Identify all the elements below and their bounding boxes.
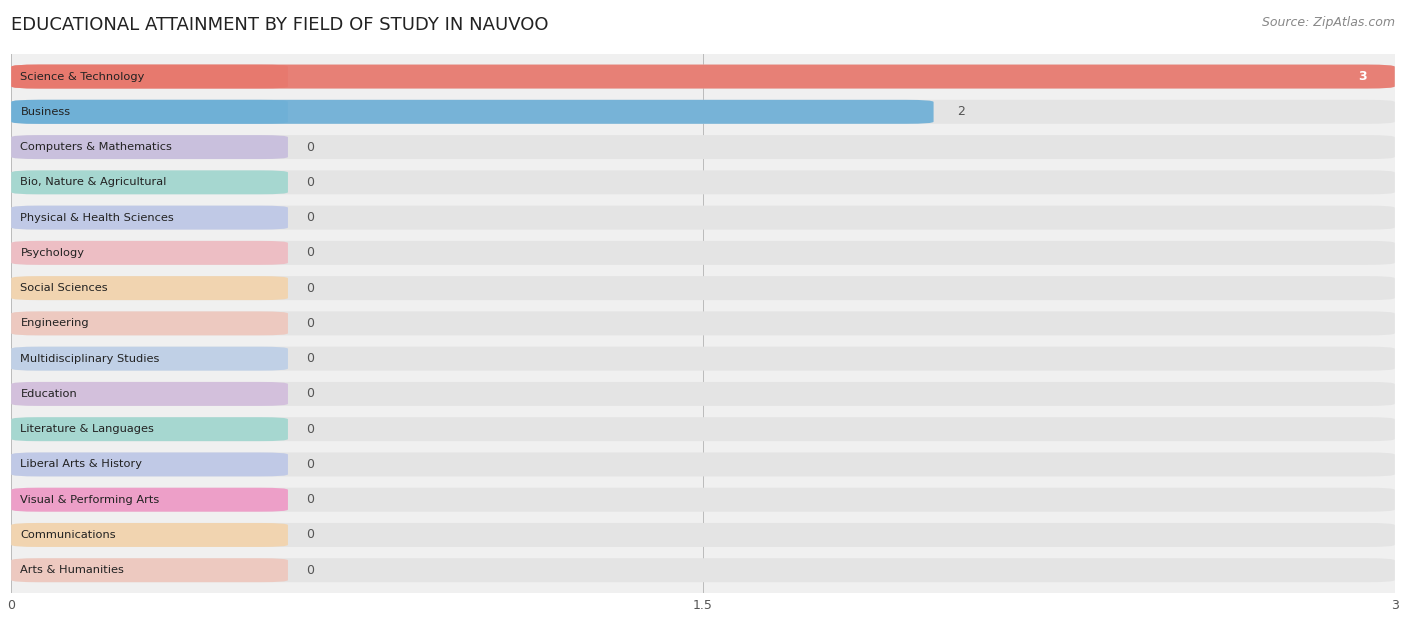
Text: EDUCATIONAL ATTAINMENT BY FIELD OF STUDY IN NAUVOO: EDUCATIONAL ATTAINMENT BY FIELD OF STUDY… — [11, 16, 548, 34]
FancyBboxPatch shape — [11, 311, 1395, 335]
FancyBboxPatch shape — [11, 417, 1395, 441]
FancyBboxPatch shape — [11, 523, 288, 547]
Text: 0: 0 — [307, 528, 315, 541]
Text: Science & Technology: Science & Technology — [21, 71, 145, 81]
FancyBboxPatch shape — [11, 170, 1395, 194]
FancyBboxPatch shape — [11, 452, 1395, 476]
FancyBboxPatch shape — [11, 488, 1395, 512]
Text: 0: 0 — [307, 176, 315, 189]
FancyBboxPatch shape — [11, 135, 1395, 159]
FancyBboxPatch shape — [11, 241, 1395, 265]
Text: 0: 0 — [307, 246, 315, 259]
Text: 0: 0 — [307, 211, 315, 224]
FancyBboxPatch shape — [11, 417, 288, 441]
Text: Education: Education — [21, 389, 77, 399]
FancyBboxPatch shape — [11, 276, 1395, 300]
Text: 3: 3 — [1358, 70, 1367, 83]
FancyBboxPatch shape — [11, 135, 288, 159]
Text: 0: 0 — [307, 352, 315, 365]
Text: Business: Business — [21, 107, 70, 117]
FancyBboxPatch shape — [11, 241, 288, 265]
Text: Physical & Health Sciences: Physical & Health Sciences — [21, 213, 174, 223]
Text: 0: 0 — [307, 281, 315, 295]
FancyBboxPatch shape — [11, 100, 288, 124]
Text: Communications: Communications — [21, 530, 117, 540]
Text: Literature & Languages: Literature & Languages — [21, 424, 155, 434]
Text: Psychology: Psychology — [21, 248, 84, 258]
FancyBboxPatch shape — [11, 382, 1395, 406]
Text: 0: 0 — [307, 493, 315, 506]
Text: Multidisciplinary Studies: Multidisciplinary Studies — [21, 353, 160, 363]
Text: 0: 0 — [307, 458, 315, 471]
Text: Bio, Nature & Agricultural: Bio, Nature & Agricultural — [21, 177, 167, 187]
FancyBboxPatch shape — [11, 206, 288, 230]
Text: Visual & Performing Arts: Visual & Performing Arts — [21, 495, 160, 505]
FancyBboxPatch shape — [11, 276, 288, 300]
Text: Source: ZipAtlas.com: Source: ZipAtlas.com — [1261, 16, 1395, 29]
FancyBboxPatch shape — [11, 452, 288, 476]
FancyBboxPatch shape — [11, 206, 1395, 230]
FancyBboxPatch shape — [11, 100, 934, 124]
FancyBboxPatch shape — [11, 558, 288, 582]
Text: 0: 0 — [307, 141, 315, 153]
FancyBboxPatch shape — [11, 488, 288, 512]
Text: Computers & Mathematics: Computers & Mathematics — [21, 142, 173, 152]
Text: Social Sciences: Social Sciences — [21, 283, 108, 293]
FancyBboxPatch shape — [11, 558, 1395, 582]
FancyBboxPatch shape — [11, 523, 1395, 547]
FancyBboxPatch shape — [11, 170, 288, 194]
Text: Engineering: Engineering — [21, 319, 89, 328]
Text: 2: 2 — [956, 105, 965, 119]
Text: 0: 0 — [307, 387, 315, 401]
Text: Liberal Arts & History: Liberal Arts & History — [21, 459, 142, 469]
Text: 0: 0 — [307, 423, 315, 435]
FancyBboxPatch shape — [11, 64, 1395, 88]
FancyBboxPatch shape — [11, 64, 1395, 88]
Text: 0: 0 — [307, 563, 315, 577]
FancyBboxPatch shape — [11, 311, 288, 335]
FancyBboxPatch shape — [11, 382, 288, 406]
FancyBboxPatch shape — [11, 64, 288, 88]
FancyBboxPatch shape — [11, 100, 1395, 124]
FancyBboxPatch shape — [11, 346, 1395, 370]
Text: Arts & Humanities: Arts & Humanities — [21, 565, 124, 575]
FancyBboxPatch shape — [11, 346, 288, 370]
Text: 0: 0 — [307, 317, 315, 330]
